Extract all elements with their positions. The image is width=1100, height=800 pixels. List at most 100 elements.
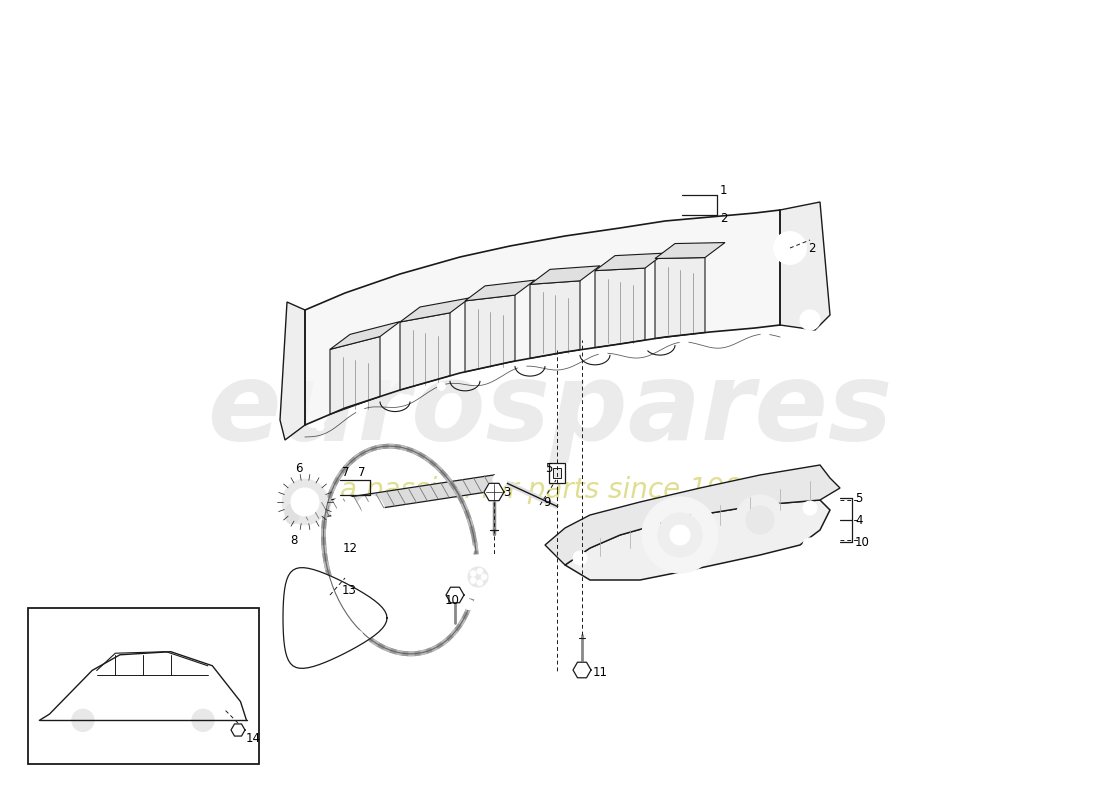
Text: 7: 7	[358, 466, 365, 478]
Circle shape	[482, 599, 492, 610]
Circle shape	[502, 572, 512, 582]
Text: 6: 6	[295, 462, 302, 474]
Text: 9: 9	[543, 495, 550, 509]
Text: 11: 11	[593, 666, 608, 678]
Text: 2: 2	[808, 242, 815, 254]
Text: 13: 13	[342, 583, 356, 597]
Circle shape	[470, 578, 476, 583]
Circle shape	[658, 513, 702, 557]
Polygon shape	[654, 242, 725, 258]
Circle shape	[774, 232, 806, 264]
Polygon shape	[231, 724, 245, 736]
Text: 2: 2	[720, 211, 727, 225]
Circle shape	[444, 572, 454, 582]
Circle shape	[356, 496, 384, 524]
Polygon shape	[530, 281, 580, 358]
Polygon shape	[565, 500, 830, 580]
Circle shape	[464, 599, 474, 610]
Circle shape	[496, 589, 506, 599]
Text: 12: 12	[343, 542, 358, 554]
Circle shape	[477, 372, 486, 380]
Circle shape	[477, 580, 483, 586]
Polygon shape	[400, 298, 470, 322]
Text: 1: 1	[720, 185, 727, 198]
Polygon shape	[573, 662, 591, 678]
Circle shape	[680, 339, 689, 347]
Polygon shape	[330, 322, 400, 350]
Circle shape	[331, 496, 359, 524]
Circle shape	[803, 501, 817, 515]
Circle shape	[493, 473, 507, 487]
Polygon shape	[780, 202, 830, 330]
Circle shape	[337, 502, 353, 518]
Polygon shape	[400, 313, 450, 390]
Circle shape	[761, 330, 769, 339]
Circle shape	[481, 574, 487, 580]
Circle shape	[64, 701, 102, 740]
Circle shape	[642, 497, 718, 573]
Circle shape	[397, 394, 405, 402]
Circle shape	[362, 502, 378, 518]
Circle shape	[482, 545, 492, 554]
Polygon shape	[544, 465, 840, 565]
Polygon shape	[465, 280, 535, 301]
Polygon shape	[530, 266, 600, 284]
Circle shape	[316, 422, 324, 430]
Circle shape	[600, 350, 607, 358]
Polygon shape	[330, 337, 380, 414]
Text: 5: 5	[855, 491, 862, 505]
Text: 7: 7	[342, 466, 350, 478]
Circle shape	[438, 382, 446, 390]
Circle shape	[356, 407, 364, 415]
Circle shape	[353, 630, 363, 641]
Polygon shape	[595, 253, 666, 270]
Text: 5: 5	[544, 462, 552, 474]
Text: a passion for parts since 1985: a passion for parts since 1985	[340, 476, 760, 504]
Circle shape	[746, 506, 774, 534]
Circle shape	[800, 310, 820, 330]
Circle shape	[558, 503, 572, 517]
Circle shape	[184, 701, 222, 740]
Ellipse shape	[292, 488, 319, 516]
Circle shape	[518, 364, 526, 372]
Polygon shape	[595, 268, 645, 348]
Polygon shape	[290, 474, 500, 522]
Circle shape	[573, 551, 587, 565]
Circle shape	[782, 240, 797, 256]
Circle shape	[464, 545, 474, 554]
Text: 4: 4	[855, 514, 862, 526]
Circle shape	[192, 710, 215, 731]
Polygon shape	[280, 302, 305, 440]
Circle shape	[468, 567, 488, 587]
Polygon shape	[465, 295, 515, 372]
Polygon shape	[654, 258, 705, 338]
Bar	[553, 468, 561, 478]
Circle shape	[720, 334, 728, 342]
FancyBboxPatch shape	[28, 608, 258, 764]
Circle shape	[496, 555, 506, 565]
Circle shape	[670, 525, 690, 545]
Text: 10: 10	[446, 594, 460, 607]
Text: eurospares: eurospares	[207, 357, 893, 463]
Polygon shape	[484, 483, 504, 501]
Text: 14: 14	[246, 731, 261, 745]
Circle shape	[639, 344, 648, 352]
Circle shape	[456, 555, 501, 599]
Circle shape	[477, 568, 483, 574]
Circle shape	[320, 578, 330, 588]
Circle shape	[559, 357, 566, 365]
Text: 10: 10	[855, 535, 870, 549]
Bar	[549, 463, 565, 483]
Text: 3: 3	[503, 486, 510, 498]
Ellipse shape	[285, 504, 299, 524]
Text: 8: 8	[290, 534, 297, 546]
Circle shape	[450, 555, 460, 565]
Circle shape	[470, 570, 476, 577]
Circle shape	[450, 589, 460, 599]
Polygon shape	[305, 210, 780, 425]
Circle shape	[72, 710, 94, 731]
Circle shape	[803, 538, 817, 552]
Circle shape	[735, 495, 785, 545]
Circle shape	[287, 630, 297, 641]
Ellipse shape	[283, 479, 328, 525]
